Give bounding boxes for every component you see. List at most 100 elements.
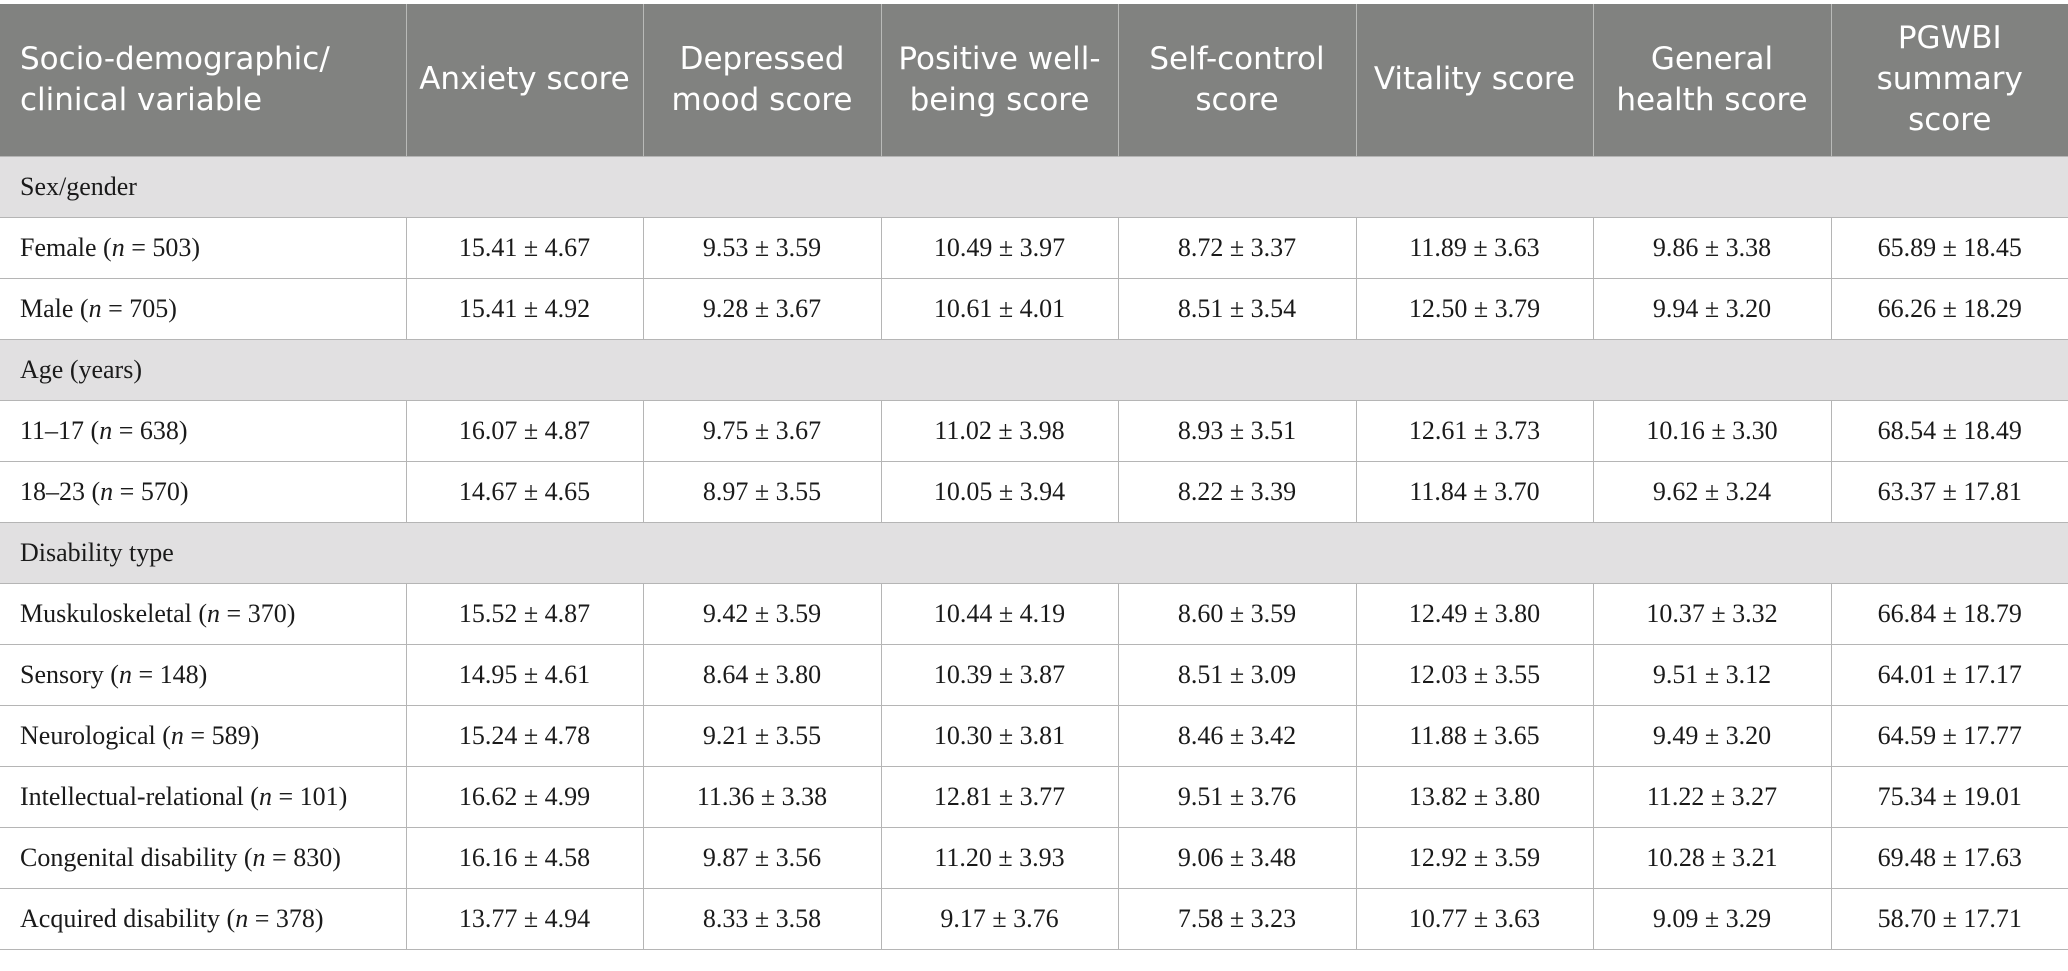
row-label-cell: Intellectual-relational (n = 101)	[0, 765, 407, 828]
general-health-cell: 11.22 ± 3.27	[1592, 765, 1832, 828]
sample-size-symbol: n	[88, 293, 102, 323]
anxiety-cell: 14.67 ± 4.65	[405, 460, 644, 523]
positive-wellbeing-cell: 10.05 ± 3.94	[880, 460, 1119, 523]
depressed-mood-cell: 8.64 ± 3.80	[642, 643, 882, 706]
self-control-cell: 7.58 ± 3.23	[1117, 887, 1357, 950]
sample-size-symbol: n	[99, 415, 113, 445]
self-control-cell: 8.93 ± 3.51	[1117, 399, 1357, 462]
table-row: Muskuloskeletal (n = 370) 15.52 ± 4.87 9.4…	[0, 582, 2068, 645]
header-positive-wellbeing: Positive well-being score	[880, 4, 1119, 156]
psychological-wellbeing-table: Socio-demographic/ clinical variable Anx…	[0, 4, 2068, 950]
row-label-cell: Congenital disability (n = 830)	[0, 826, 407, 889]
pgwbi-summary-cell: 75.34 ± 19.01	[1830, 765, 2068, 828]
section-row: Disability type	[0, 521, 2068, 584]
sample-size-value: = 570	[113, 476, 180, 506]
table-row: 18–23 (n = 570) 14.67 ± 4.65 8.97 ± 3.55 10…	[0, 460, 2068, 523]
pgwbi-summary-cell: 63.37 ± 17.81	[1830, 460, 2068, 523]
header-vitality: Vitality score	[1355, 4, 1594, 156]
header-general-health: General health score	[1592, 4, 1832, 156]
vitality-cell: 11.89 ± 3.63	[1355, 216, 1594, 279]
self-control-cell: 8.72 ± 3.37	[1117, 216, 1357, 279]
vitality-cell: 10.77 ± 3.63	[1355, 887, 1594, 950]
row-label: Muskuloskeletal	[20, 598, 192, 628]
depressed-mood-cell: 9.53 ± 3.59	[642, 216, 882, 279]
section-title: Age (years)	[0, 338, 2068, 401]
self-control-cell: 8.51 ± 3.54	[1117, 277, 1357, 340]
sample-size-symbol: n	[111, 232, 125, 262]
data-table-container: Socio-demographic/ clinical variable Anx…	[0, 4, 2068, 950]
row-label: Neurological	[20, 720, 156, 750]
section-title: Disability type	[0, 521, 2068, 584]
row-label-cell: Sensory (n = 148)	[0, 643, 407, 706]
general-health-cell: 9.09 ± 3.29	[1592, 887, 1832, 950]
vitality-cell: 12.61 ± 3.73	[1355, 399, 1594, 462]
table-row: Male (n = 705) 15.41 ± 4.92 9.28 ± 3.67 10.…	[0, 277, 2068, 340]
row-label-cell: 11–17 (n = 638)	[0, 399, 407, 462]
pgwbi-summary-cell: 69.48 ± 17.63	[1830, 826, 2068, 889]
positive-wellbeing-cell: 10.30 ± 3.81	[880, 704, 1119, 767]
row-label: Acquired disability	[20, 903, 221, 933]
positive-wellbeing-cell: 10.39 ± 3.87	[880, 643, 1119, 706]
depressed-mood-cell: 9.87 ± 3.56	[642, 826, 882, 889]
sample-size-symbol: n	[100, 476, 114, 506]
positive-wellbeing-cell: 10.44 ± 4.19	[880, 582, 1119, 645]
vitality-cell: 12.50 ± 3.79	[1355, 277, 1594, 340]
self-control-cell: 9.51 ± 3.76	[1117, 765, 1357, 828]
section-row: Sex/gender	[0, 155, 2068, 218]
sample-size-value: = 638	[112, 415, 179, 445]
sample-size-value: = 830	[265, 842, 333, 872]
header-depressed-mood: Depressed mood score	[642, 4, 882, 156]
row-label: Female	[20, 232, 97, 262]
depressed-mood-cell: 9.21 ± 3.55	[642, 704, 882, 767]
pgwbi-summary-cell: 66.26 ± 18.29	[1830, 277, 2068, 340]
pgwbi-summary-cell: 64.59 ± 17.77	[1830, 704, 2068, 767]
table-row: 11–17 (n = 638) 16.07 ± 4.87 9.75 ± 3.67 11…	[0, 399, 2068, 462]
positive-wellbeing-cell: 9.17 ± 3.76	[880, 887, 1119, 950]
anxiety-cell: 13.77 ± 4.94	[405, 887, 644, 950]
depressed-mood-cell: 9.42 ± 3.59	[642, 582, 882, 645]
section-title: Sex/gender	[0, 155, 2068, 218]
positive-wellbeing-cell: 10.61 ± 4.01	[880, 277, 1119, 340]
row-label: 18–23	[20, 476, 85, 506]
header-anxiety: Anxiety score	[405, 4, 644, 156]
pgwbi-summary-cell: 65.89 ± 18.45	[1830, 216, 2068, 279]
row-label-cell: Acquired disability (n = 378)	[0, 887, 407, 950]
positive-wellbeing-cell: 11.20 ± 3.93	[880, 826, 1119, 889]
row-label-cell: 18–23 (n = 570)	[0, 460, 407, 523]
anxiety-cell: 15.41 ± 4.67	[405, 216, 644, 279]
pgwbi-summary-cell: 66.84 ± 18.79	[1830, 582, 2068, 645]
header-variable: Socio-demographic/ clinical variable	[0, 4, 407, 156]
row-label-cell: Female (n = 503)	[0, 216, 407, 279]
positive-wellbeing-cell: 12.81 ± 3.77	[880, 765, 1119, 828]
sample-size-value: = 101	[271, 781, 339, 811]
row-label-cell: Neurological (n = 589)	[0, 704, 407, 767]
table-body: Sex/gender Female (n = 503) 15.41 ± 4.67 9.…	[0, 155, 2068, 950]
general-health-cell: 9.94 ± 3.20	[1592, 277, 1832, 340]
table-row: Sensory (n = 148) 14.95 ± 4.61 8.64 ± 3.80…	[0, 643, 2068, 706]
sample-size-symbol: n	[118, 659, 132, 689]
general-health-cell: 10.37 ± 3.32	[1592, 582, 1832, 645]
vitality-cell: 12.03 ± 3.55	[1355, 643, 1594, 706]
vitality-cell: 13.82 ± 3.80	[1355, 765, 1594, 828]
positive-wellbeing-cell: 10.49 ± 3.97	[880, 216, 1119, 279]
header-pgwbi-summary: PGWBI summary score	[1830, 4, 2068, 156]
self-control-cell: 8.22 ± 3.39	[1117, 460, 1357, 523]
depressed-mood-cell: 9.28 ± 3.67	[642, 277, 882, 340]
sample-size-value: = 589	[183, 720, 251, 750]
anxiety-cell: 14.95 ± 4.61	[405, 643, 644, 706]
general-health-cell: 9.62 ± 3.24	[1592, 460, 1832, 523]
table-row: Intellectual-relational (n = 101) 16.62 ±…	[0, 765, 2068, 828]
anxiety-cell: 15.24 ± 4.78	[405, 704, 644, 767]
sample-size-symbol: n	[258, 781, 272, 811]
row-label-cell: Male (n = 705)	[0, 277, 407, 340]
table-row: Congenital disability (n = 830) 16.16 ± 4…	[0, 826, 2068, 889]
header-self-control: Self-control score	[1117, 4, 1357, 156]
sample-size-symbol: n	[252, 842, 266, 872]
positive-wellbeing-cell: 11.02 ± 3.98	[880, 399, 1119, 462]
depressed-mood-cell: 11.36 ± 3.38	[642, 765, 882, 828]
row-label: 11–17	[20, 415, 85, 445]
anxiety-cell: 16.07 ± 4.87	[405, 399, 644, 462]
vitality-cell: 11.88 ± 3.65	[1355, 704, 1594, 767]
table-row: Neurological (n = 589) 15.24 ± 4.78 9.21 ±…	[0, 704, 2068, 767]
depressed-mood-cell: 9.75 ± 3.67	[642, 399, 882, 462]
